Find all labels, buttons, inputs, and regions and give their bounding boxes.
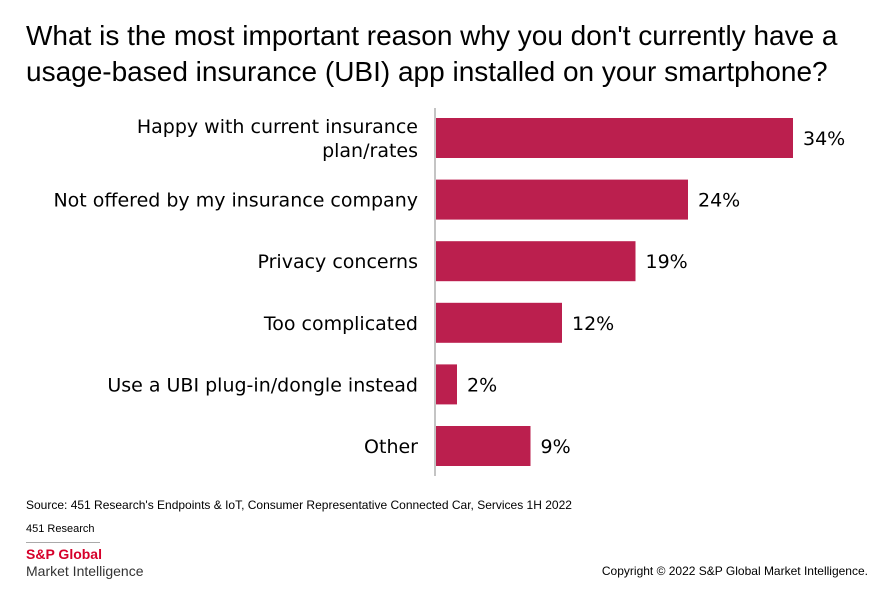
bar: [436, 118, 793, 158]
category-label: Other: [364, 436, 418, 458]
bar: [436, 302, 562, 343]
brand-divider: [26, 542, 100, 543]
bar-marks: 34% Happy with current insuranceplan/rate…: [53, 116, 845, 466]
bar: [436, 179, 688, 220]
research-label: 451 Research: [26, 523, 95, 535]
brand-subtitle: Market Intelligence: [26, 563, 144, 579]
source-note: Source: 451 Research's Endpoints & IoT, …: [26, 498, 572, 512]
data-label: 12%: [572, 313, 614, 335]
bar: [436, 364, 457, 405]
category-label: Privacy concerns: [258, 251, 419, 273]
copyright-note: Copyright © 2022 S&P Global Market Intel…: [601, 564, 868, 578]
category-label: Not offered by my insurance company: [53, 190, 418, 212]
bar: [436, 241, 636, 282]
data-label: 2%: [467, 374, 497, 396]
data-label: 24%: [698, 190, 740, 212]
chart-title: What is the most important reason why yo…: [26, 20, 838, 87]
category-label: plan/rates: [322, 140, 418, 162]
category-label: Use a UBI plug-in/dongle instead: [107, 374, 418, 396]
category-label: Too complicated: [263, 313, 418, 335]
data-label: 9%: [541, 436, 571, 458]
data-label: 19%: [646, 251, 688, 273]
data-label: 34%: [803, 128, 845, 150]
category-label: Happy with current insurance: [137, 116, 418, 138]
bar: [436, 426, 531, 466]
brand-logo-text: S&P Global: [26, 546, 102, 562]
